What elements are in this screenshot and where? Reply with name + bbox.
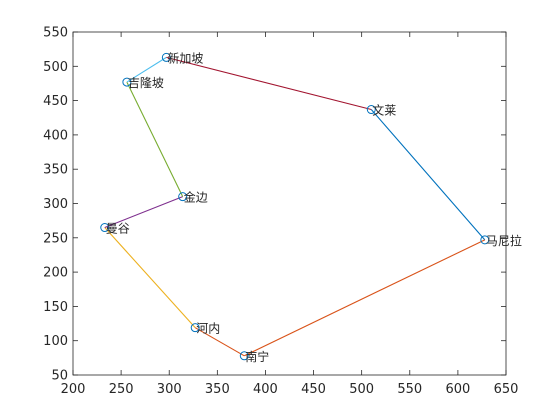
route-segment [194,327,245,357]
route-segment [126,56,167,83]
y-tick-label: 450 [43,94,68,109]
route-segment [104,196,183,229]
y-tick-label: 550 [43,26,68,41]
x-tick-label: 500 [349,382,374,397]
x-tick-label: 350 [205,382,230,397]
route-segment [126,81,184,197]
route-segment [166,56,372,111]
y-tick-label: 250 [43,231,68,246]
x-tick-label: 650 [494,382,519,397]
x-tick-label: 300 [157,382,182,397]
city-marker [100,223,110,233]
city-label: 吉隆坡 [128,75,164,90]
city-label: 文莱 [372,103,396,118]
y-tick-label: 350 [43,163,68,178]
city-marker [122,77,132,87]
y-tick-label: 150 [43,300,68,315]
city-label: 南宁 [245,349,269,364]
city-marker [480,235,490,245]
x-tick-label: 550 [397,382,422,397]
city-label: 马尼拉 [486,233,522,248]
x-tick-label: 400 [253,382,278,397]
route-segment [104,227,196,329]
city-marker [190,323,200,333]
x-tick-label: 200 [61,382,86,397]
city-marker [366,105,376,115]
city-label: 金边 [184,190,208,205]
route-segment [244,239,486,357]
y-tick-label: 400 [43,128,68,143]
route-segment [370,109,486,241]
axis-ticks: 200 250 300 350 400 450 500 550 600 650 50 100 150 20… [43,26,518,398]
route-lines [104,56,486,357]
y-tick-label: 100 [43,334,68,349]
y-tick-label: 50 [51,369,68,384]
y-tick-label: 500 [43,60,68,75]
x-tick-label: 600 [445,382,470,397]
x-tick-label: 450 [301,382,326,397]
city-label: 曼谷 [106,222,130,236]
city-label: 新加坡 [167,50,203,65]
city-marker [161,52,171,62]
x-tick-label: 250 [109,382,134,397]
y-tick-label: 300 [43,197,68,212]
city-markers [100,52,490,361]
city-marker [239,351,249,361]
city-label: 河内 [196,322,220,336]
y-tick-label: 200 [43,266,68,281]
city-marker [178,192,188,202]
